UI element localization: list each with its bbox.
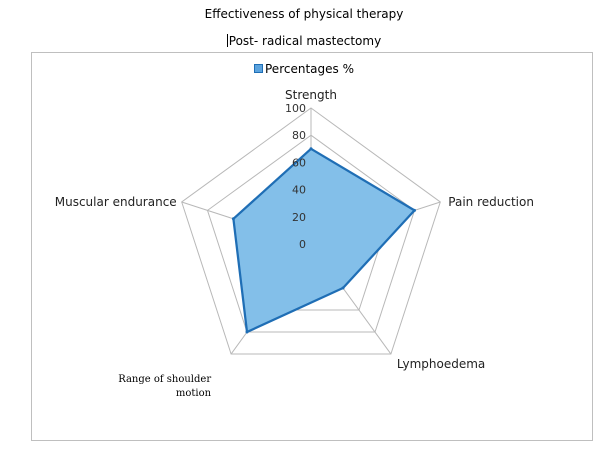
tick-label-20: 20 (292, 211, 306, 224)
legend-label: Percentages % (265, 62, 354, 76)
chart-subtitle: Post- radical mastectomy (0, 34, 608, 48)
data-point-4 (231, 217, 235, 221)
tick-label-0: 0 (299, 238, 306, 251)
category-label-3-line-0: Range of shoulder (118, 374, 211, 385)
chart-subtitle-text: Post- radical mastectomy (228, 34, 382, 48)
chart-area[interactable] (31, 52, 593, 441)
category-label-1: Pain reduction (448, 195, 534, 209)
text-cursor (226, 34, 228, 47)
data-point-0 (309, 147, 313, 151)
data-point-2 (341, 286, 345, 290)
tick-label-40: 40 (292, 184, 306, 197)
category-label-0: Strength (285, 88, 337, 102)
grid-ring-100 (181, 107, 441, 355)
data-point-1 (413, 208, 416, 212)
category-label-3-line-1: motion (176, 388, 212, 399)
tick-label-100: 100 (285, 102, 306, 115)
legend-swatch (254, 64, 263, 73)
data-series-area (232, 147, 416, 334)
chart-title: Effectiveness of physical therapy (204, 7, 404, 21)
tick-label-80: 80 (292, 129, 306, 142)
category-label-2: Lymphoedema (397, 357, 485, 371)
legend[interactable]: Percentages % (0, 62, 608, 76)
category-label-4: Muscular endurance (55, 195, 177, 209)
data-point-3 (245, 330, 249, 334)
tick-label-60: 60 (292, 156, 306, 169)
grid-ring-80 (206, 134, 416, 333)
